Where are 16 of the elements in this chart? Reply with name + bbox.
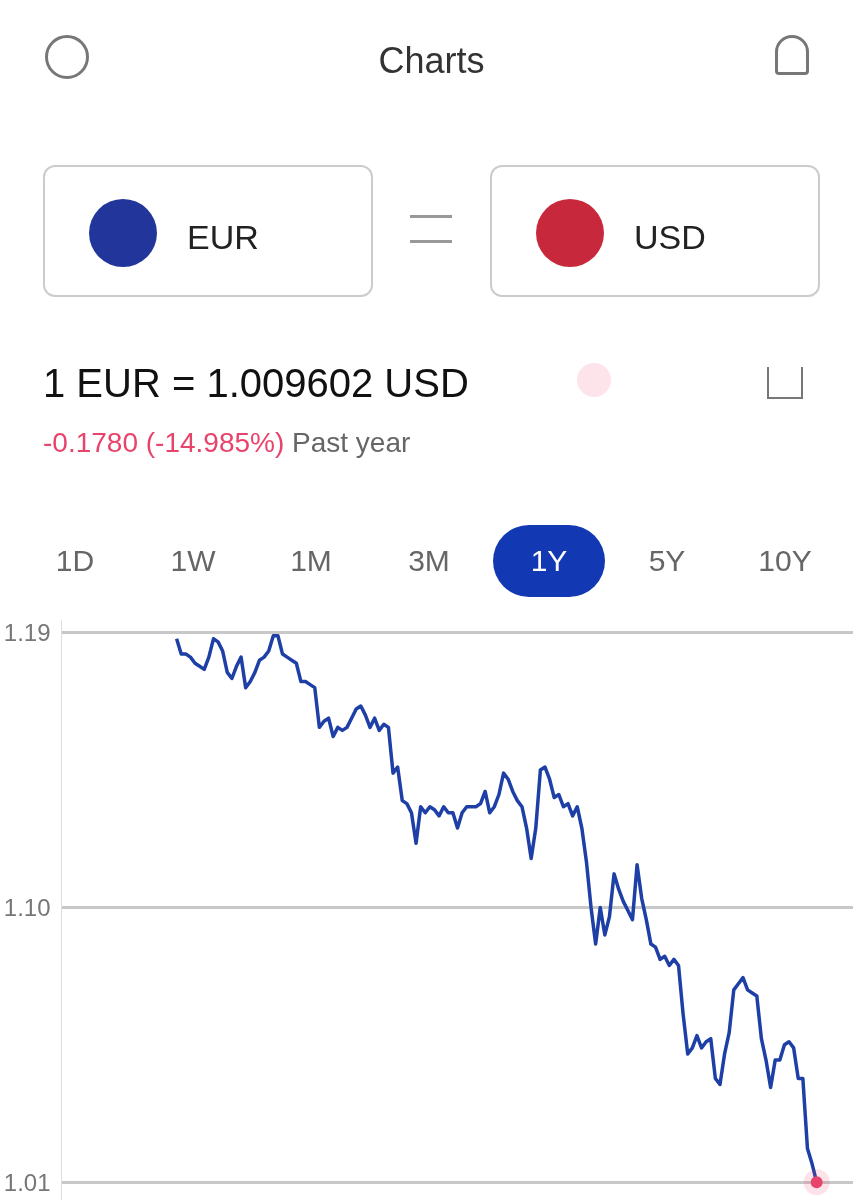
text: EUR — [187, 217, 259, 258]
y-tick-label: 1.19 — [3, 619, 51, 647]
y-tick-label: 1.01 — [3, 1168, 51, 1196]
text: -0.1780 (-14.985%) — [43, 427, 285, 458]
text: 1D — [54, 543, 96, 579]
text: 1M — [289, 543, 333, 579]
text: 1Y — [493, 525, 605, 597]
text: 1W — [169, 543, 217, 579]
text: Past year — [292, 427, 411, 458]
text: 3M — [407, 543, 451, 579]
chart-subtitle: 1 EUR = 1.009602 USD — [43, 360, 469, 407]
chart-title: Charts — [377, 39, 486, 83]
text: 10Y — [757, 543, 813, 579]
text: 5Y — [647, 543, 687, 579]
text: USD — [634, 217, 706, 258]
y-tick-label: 1.10 — [3, 893, 51, 921]
